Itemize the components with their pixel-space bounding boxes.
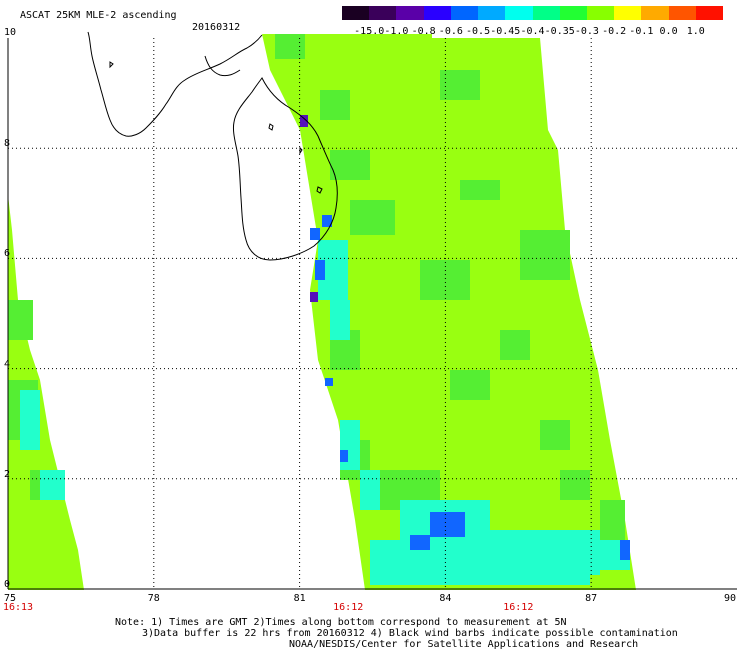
cyan-patch — [370, 540, 590, 585]
green-patch — [520, 230, 570, 280]
colorbar-swatch — [559, 6, 588, 20]
cyan-patch — [340, 420, 360, 470]
colorbar-label: -0.8 — [411, 26, 436, 37]
blue-patch — [410, 535, 430, 550]
cyan-patch — [330, 300, 350, 340]
y-tick-label: 6 — [4, 248, 11, 260]
x-tick-label: 87 — [585, 593, 598, 604]
colorbar-swatch — [532, 6, 561, 20]
chart-title: ASCAT 25KM MLE-2 ascending — [20, 10, 177, 21]
time-label: 16:13 — [2, 602, 34, 613]
island-2 — [299, 146, 303, 155]
purple-patch — [310, 292, 318, 302]
time-label: 16:12 — [503, 602, 534, 613]
green-patch — [540, 420, 570, 450]
colorbar-swatch — [668, 6, 697, 20]
x-tick-label: 90 — [723, 593, 737, 604]
blue-patch — [620, 540, 630, 560]
note-line-3: NOAA/NESDIS/Center for Satellite Applica… — [289, 639, 639, 650]
colorbar-label: 0.0 — [659, 26, 678, 37]
island-4 — [109, 61, 114, 69]
colorbar-swatch — [586, 6, 615, 20]
cyan-patch — [20, 390, 40, 450]
note-line-1: Note: 1) Times are GMT 2)Times along bot… — [115, 617, 567, 628]
green-patch — [8, 300, 33, 340]
blue-patch — [325, 378, 333, 386]
island-3 — [316, 186, 323, 194]
colorbar-swatch — [423, 6, 452, 20]
blue-patch — [340, 450, 348, 462]
colorbar-label: -1.0 — [384, 26, 409, 37]
colorbar-label: -0.3 — [574, 26, 599, 37]
x-tick-label: 81 — [293, 593, 306, 604]
cyan-patch — [360, 470, 380, 510]
scatterometer-swaths — [8, 34, 636, 590]
colorbar-label: -0.2 — [602, 26, 627, 37]
y-tick-label: 4 — [4, 358, 11, 370]
green-patch — [330, 150, 370, 180]
sri-lanka-outline — [233, 77, 338, 261]
colorbar-swatch — [614, 6, 642, 20]
colorbar-swatch — [478, 6, 506, 20]
colorbar-label: -0.4 — [520, 26, 545, 37]
colorbar-swatch — [695, 6, 724, 20]
green-patch — [460, 180, 500, 200]
green-patch — [350, 200, 395, 235]
green-patch — [560, 470, 590, 500]
india-coastline — [87, 31, 263, 137]
blue-patch — [430, 512, 465, 537]
green-patch — [440, 70, 480, 100]
colorbar-swatch — [342, 6, 370, 20]
lat-lon-grid — [8, 38, 737, 589]
coastline — [87, 31, 338, 261]
green-patch — [320, 90, 350, 120]
cyan-patch — [40, 470, 65, 500]
purple-patch — [300, 115, 308, 127]
colorbar-swatch — [641, 6, 670, 20]
colorbar-swatch — [369, 6, 397, 20]
colorbar-label: -0.35 — [544, 26, 575, 37]
left-swath — [8, 195, 84, 590]
colorbar-swatch — [505, 6, 533, 20]
y-tick-label: 2 — [4, 468, 11, 480]
colorbar-swatch — [450, 6, 479, 20]
y-tick-label: 0 — [4, 579, 11, 590]
colorbar-label: -0.6 — [438, 26, 463, 37]
x-tick-label: 78 — [147, 593, 160, 604]
colorbar-label: -0.5 — [466, 26, 491, 37]
y-tick-label: 10 — [4, 27, 17, 38]
green-patch — [450, 370, 490, 400]
blue-patch — [322, 215, 332, 227]
time-label: 16:12 — [333, 602, 364, 613]
plot-frame — [7, 38, 737, 590]
colorbar-swatch — [396, 6, 425, 20]
y-tick-label: 8 — [4, 138, 11, 150]
note-line-2: 3)Data buffer is 22 hrs from 20160312 4)… — [142, 628, 678, 639]
blue-patch — [310, 228, 320, 240]
colorbar-label: -0.45 — [490, 26, 521, 37]
x-tick-label: 75 — [3, 593, 17, 604]
colorbar-label: -15.0 — [354, 26, 385, 37]
blue-patch — [315, 260, 325, 280]
colorbar-label: 1.0 — [686, 26, 705, 37]
green-patch — [275, 34, 305, 59]
x-tick-label: 84 — [439, 593, 452, 604]
island-1 — [268, 123, 274, 131]
chart-date: 20160312 — [192, 22, 241, 33]
colorbar-label: -0.1 — [629, 26, 654, 37]
india-coast-upper — [204, 55, 241, 77]
green-patch — [500, 330, 530, 360]
green-patch — [600, 500, 625, 540]
